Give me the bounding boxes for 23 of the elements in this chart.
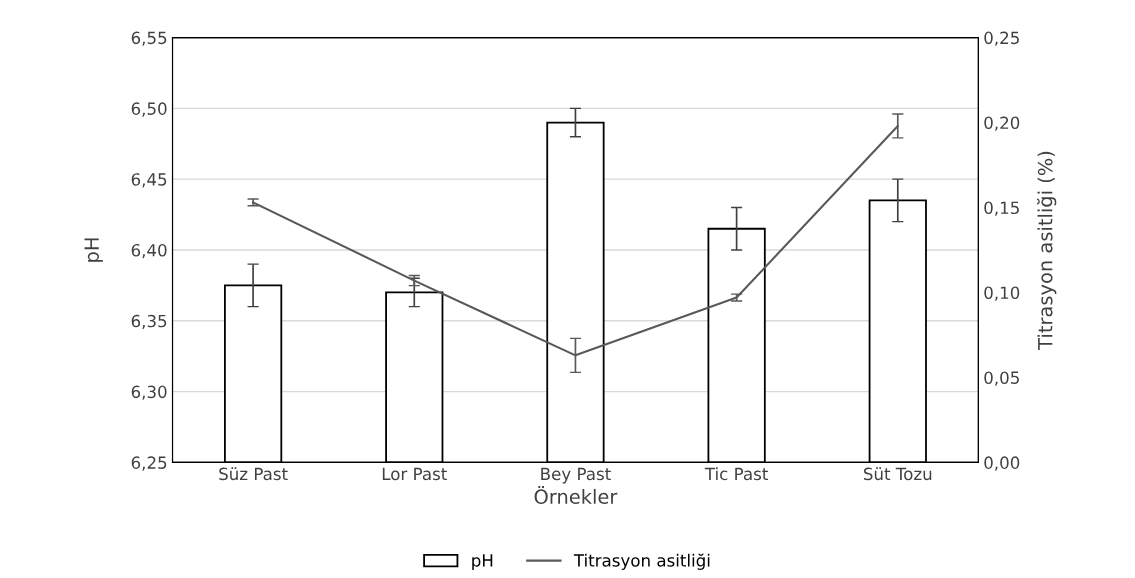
y2-tick-label: 0,25	[984, 31, 1019, 46]
legend-label: Titrasyon asitliği	[573, 553, 710, 570]
y2-tick-label: 0,20	[984, 116, 1020, 131]
y2-tick-label: 0,00	[984, 456, 1020, 471]
y2-tick-label: 0,05	[984, 371, 1019, 386]
y2-tick-label: 0,15	[984, 201, 1019, 216]
y-tick-label: 6,45	[131, 173, 167, 188]
y-tick-label: 6,50	[131, 102, 167, 117]
x-tick-label: Tic Past	[704, 467, 768, 481]
legend-label: pH	[472, 554, 493, 570]
y2-tick-label: 0,10	[984, 286, 1020, 301]
x-tick-label: Bey Past	[541, 467, 611, 484]
x-tick-label: Süt Tozu	[863, 467, 932, 481]
y-tick-label: 6,35	[131, 314, 167, 330]
y-axis-title: pH	[84, 238, 103, 262]
y2-axis-title: Titrasyon asitliği (%)	[1037, 151, 1057, 350]
x-axis-title: Örnekler	[534, 486, 618, 504]
y-tick-label: 6,55	[131, 31, 167, 46]
y-tick-label: 6,25	[131, 456, 167, 471]
x-tick-label: Lor Past	[382, 467, 447, 481]
y-tick-label: 6,30	[131, 385, 167, 400]
x-tick-label: Süz Past	[219, 467, 288, 481]
y-tick-label: 6,40	[131, 243, 167, 259]
